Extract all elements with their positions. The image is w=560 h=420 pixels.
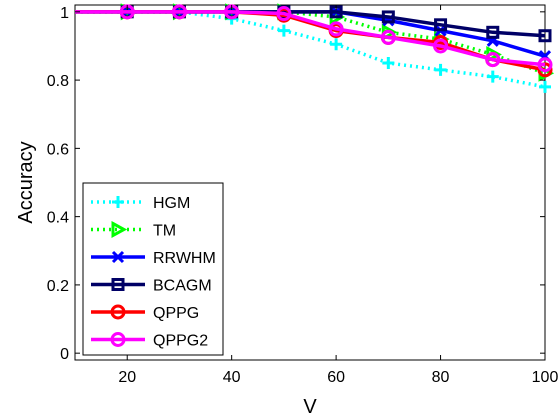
x-tick-label: 40 (223, 369, 241, 386)
legend: HGM TM RRWHM BCAGM QPPG QPPG2 (82, 182, 224, 356)
data-point-qppg2 (171, 4, 187, 20)
series-line-qppg2 (75, 10, 546, 67)
x-axis-ticks: 20 40 60 80 100 (118, 5, 558, 386)
legend-box (82, 182, 224, 356)
legend-item-tm: TM (91, 220, 176, 240)
data-point-bcagm (538, 29, 552, 43)
legend-item-bcagm: BCAGM (91, 278, 212, 295)
y-tick-label: 0.2 (47, 278, 69, 295)
y-axis-ticks: 0 0.2 0.4 0.6 0.8 1 (47, 5, 545, 363)
legend-label: RRWHM (153, 250, 216, 267)
axes-box (74, 4, 546, 361)
legend-item-hgm: HGM (91, 195, 190, 212)
legend-label: BCAGM (153, 278, 212, 295)
y-axis-label: Accuracy (15, 141, 37, 223)
legend-swatch-marker (111, 250, 125, 264)
data-point-qppg2 (328, 21, 344, 37)
legend-label: QPPG2 (153, 333, 208, 350)
data-point-hgm (330, 38, 343, 51)
data-point-hgm (277, 24, 290, 37)
data-point-qppg2 (276, 6, 292, 22)
data-point-bcagm (486, 25, 500, 39)
legend-label: HGM (153, 195, 190, 212)
legend-label: TM (153, 223, 176, 240)
plot-area (74, 3, 555, 361)
legend-label: QPPG (153, 305, 199, 322)
data-point-qppg2 (485, 52, 501, 68)
x-tick-label: 20 (118, 369, 136, 386)
x-tick-label: 80 (432, 369, 450, 386)
legend-item-qppg: QPPG (91, 304, 199, 322)
legend-swatch-marker (110, 304, 126, 320)
data-point-bcagm (381, 10, 395, 24)
data-point-hgm (434, 63, 447, 76)
y-tick-label: 1 (60, 5, 69, 22)
legend-item-qppg2: QPPG2 (91, 332, 208, 350)
y-tick-label: 0.8 (47, 73, 69, 90)
data-point-qppg2 (537, 57, 553, 73)
y-tick-label: 0.6 (47, 141, 69, 158)
data-point-hgm (382, 57, 395, 70)
legend-swatch-marker (112, 196, 124, 208)
data-point-qppg2 (380, 29, 396, 45)
series-qppg2 (75, 4, 553, 73)
data-point-hgm (539, 80, 551, 93)
x-axis-label: V (303, 396, 317, 418)
legend-item-rrwhm: RRWHM (91, 250, 216, 267)
data-point-qppg2 (433, 38, 449, 54)
x-tick-label: 60 (327, 369, 345, 386)
y-tick-label: 0.4 (47, 210, 69, 227)
data-point-hgm (486, 70, 499, 83)
data-point-bcagm (434, 18, 448, 32)
legend-swatch-marker (111, 220, 128, 239)
x-tick-label: 100 (532, 369, 559, 386)
legend-swatch-marker (111, 278, 125, 291)
legend-swatch-marker (110, 332, 126, 347)
y-tick-label: 0 (60, 346, 69, 363)
